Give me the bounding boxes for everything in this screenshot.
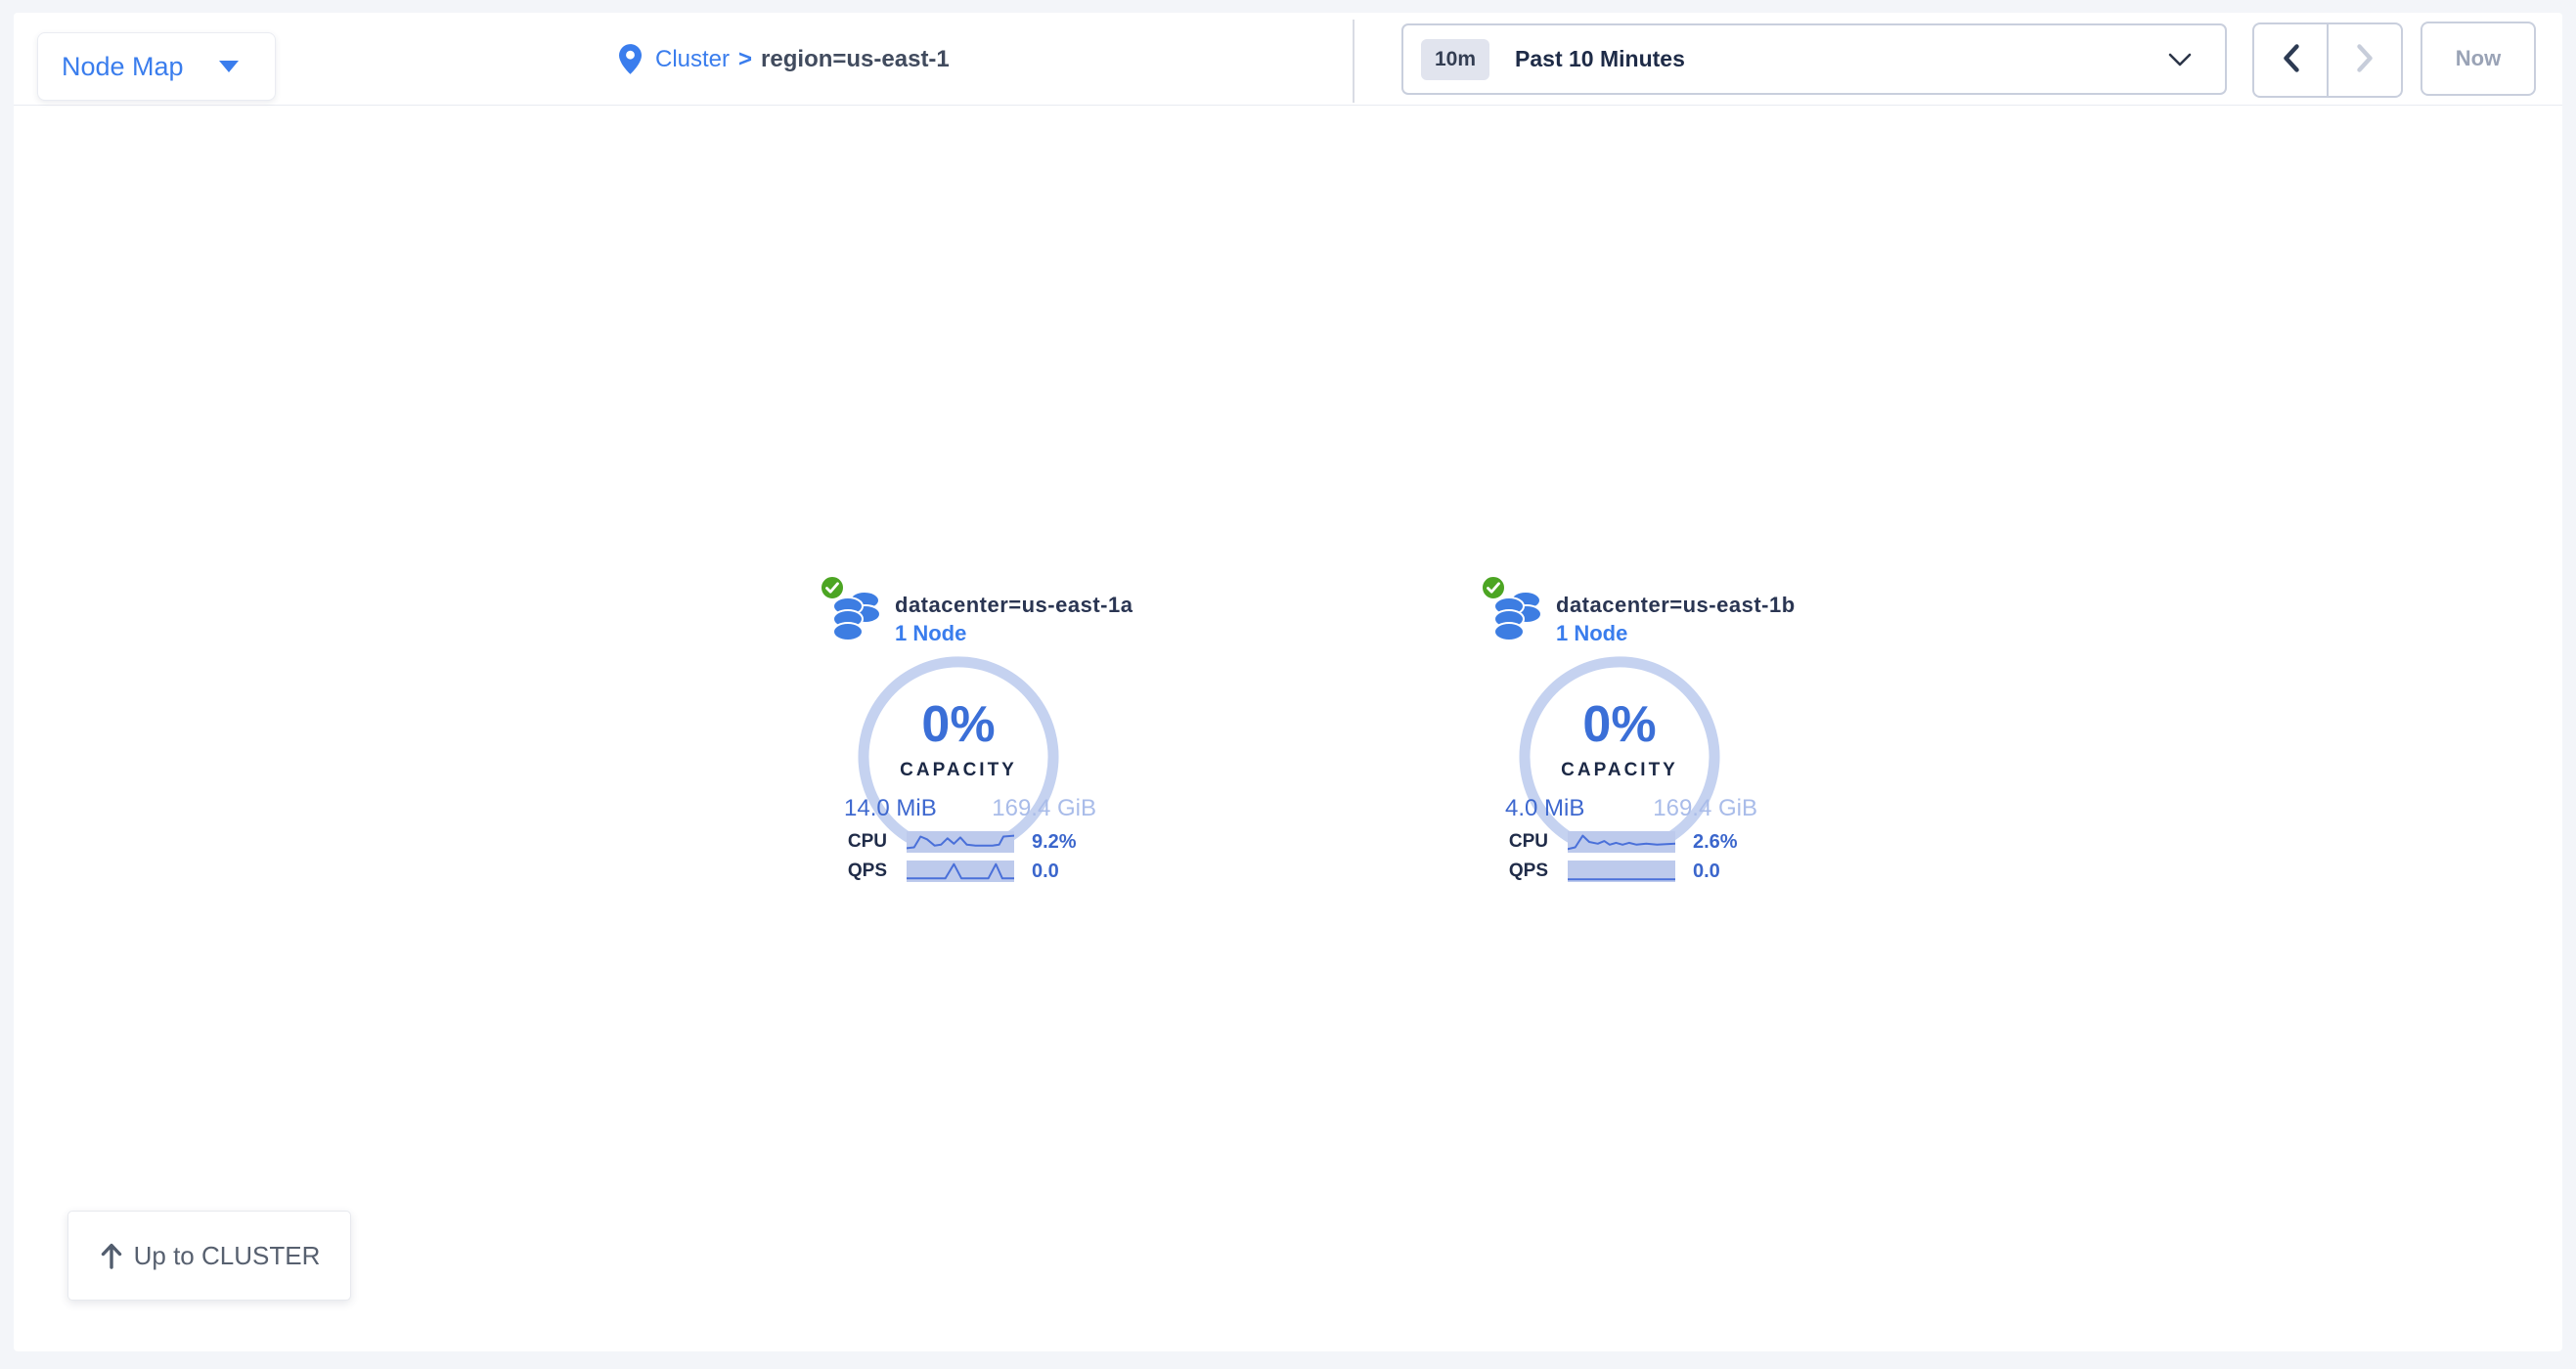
locality-card-us-east-1a[interactable]: datacenter=us-east-1a 1 Node 0% CAPACITY…: [820, 572, 1152, 900]
time-next-button[interactable]: [2327, 24, 2401, 96]
chevron-left-icon: [2283, 43, 2299, 77]
metric-value: 9.2%: [1032, 830, 1077, 853]
capacity-total: 169.4 GiB: [1653, 795, 1757, 821]
top-bar-divider: [1353, 20, 1355, 103]
capacity-gauge-arc: [846, 644, 1071, 874]
capacity-used: 14.0 MiB: [844, 795, 937, 821]
status-ok-icon: [820, 575, 845, 600]
arrow-up-icon: [99, 1242, 124, 1269]
locality-title: datacenter=us-east-1a: [895, 593, 1133, 617]
chevron-down-icon: [2168, 53, 2192, 66]
time-pager: [2252, 22, 2403, 98]
status-ok-icon: [1481, 575, 1506, 600]
chevron-right-icon: [2356, 43, 2374, 77]
database-stack-icon: [832, 589, 881, 646]
locality-card-us-east-1b[interactable]: datacenter=us-east-1b 1 Node 0% CAPACITY…: [1481, 572, 1813, 900]
up-to-cluster-label: Up to CLUSTER: [133, 1240, 321, 1270]
capacity-totals: 14.0 MiB 169.4 GiB: [844, 795, 1096, 822]
metric-label: CPU: [847, 831, 887, 852]
locality-title: datacenter=us-east-1b: [1556, 593, 1796, 617]
locality-node-count: 1 Node: [895, 621, 967, 645]
location-pin-icon: [619, 44, 642, 74]
capacity-totals: 4.0 MiB 169.4 GiB: [1505, 795, 1757, 822]
now-button[interactable]: Now: [2421, 22, 2536, 96]
capacity-gauge-arc: [1507, 644, 1732, 874]
metric-row-qps: QPS 0.0: [1481, 859, 1803, 884]
metric-row-qps: QPS 0.0: [820, 859, 1142, 884]
metric-label: QPS: [1508, 861, 1548, 881]
capacity-label: CAPACITY: [1561, 760, 1678, 780]
view-selector-label: Node Map: [62, 51, 184, 81]
database-stack-icon: [1493, 589, 1542, 646]
up-to-cluster-button[interactable]: Up to CLUSTER: [67, 1211, 351, 1301]
time-range-badge: 10m: [1421, 38, 1490, 80]
top-bar: Node Map Cluster > region=us-east-1 10m …: [14, 13, 2562, 106]
caret-down-icon: [218, 61, 239, 72]
metric-sparkline: [1567, 831, 1676, 853]
metric-value: 0.0: [1032, 860, 1059, 882]
breadcrumb: Cluster > region=us-east-1: [619, 13, 950, 106]
capacity-used: 4.0 MiB: [1505, 795, 1585, 821]
metric-sparkline: [1567, 861, 1676, 882]
time-prev-button[interactable]: [2254, 24, 2327, 96]
metric-sparkline: [906, 831, 1015, 853]
metric-row-cpu: CPU 9.2%: [820, 829, 1142, 855]
metric-value: 0.0: [1693, 860, 1720, 882]
breadcrumb-current: region=us-east-1: [761, 45, 950, 72]
breadcrumb-cluster-link[interactable]: Cluster: [655, 45, 731, 72]
metric-label: QPS: [847, 861, 887, 881]
capacity-percent: 0%: [1582, 696, 1657, 753]
now-button-label: Now: [2455, 46, 2502, 70]
breadcrumb-separator: >: [738, 45, 753, 72]
metric-sparkline: [906, 861, 1015, 882]
metric-value: 2.6%: [1693, 830, 1738, 853]
capacity-percent: 0%: [921, 696, 996, 753]
metric-row-cpu: CPU 2.6%: [1481, 829, 1803, 855]
time-range-selector[interactable]: 10m Past 10 Minutes: [1401, 23, 2227, 95]
metric-label: CPU: [1508, 831, 1548, 852]
capacity-label: CAPACITY: [900, 760, 1017, 780]
time-range-label: Past 10 Minutes: [1515, 46, 1685, 71]
map-canvas: Node Map Cluster > region=us-east-1 10m …: [14, 13, 2562, 1351]
capacity-total: 169.4 GiB: [992, 795, 1096, 821]
locality-node-count: 1 Node: [1556, 621, 1628, 645]
view-selector-dropdown[interactable]: Node Map: [37, 32, 276, 101]
